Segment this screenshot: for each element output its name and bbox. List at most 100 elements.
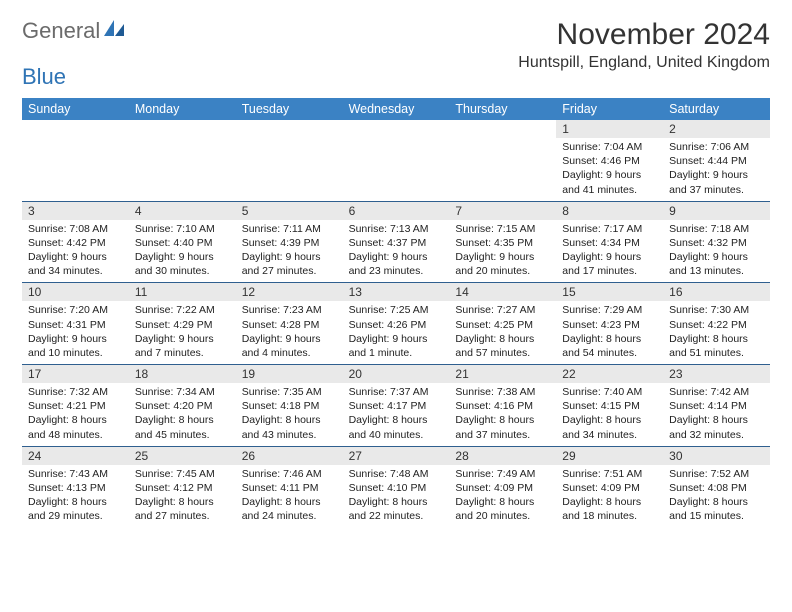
day-header: Friday: [556, 98, 663, 120]
info-sunrise: Sunrise: 7:32 AM: [28, 385, 123, 399]
calendar-cell: 7Sunrise: 7:15 AMSunset: 4:35 PMDaylight…: [449, 202, 556, 283]
day-number: 6: [343, 202, 450, 220]
info-sunrise: Sunrise: 7:40 AM: [562, 385, 657, 399]
info-sunset: Sunset: 4:40 PM: [135, 236, 230, 250]
info-sunset: Sunset: 4:23 PM: [562, 318, 657, 332]
calendar-cell: 29Sunrise: 7:51 AMSunset: 4:09 PMDayligh…: [556, 447, 663, 528]
info-daylight2: and 22 minutes.: [349, 509, 444, 523]
info-sunrise: Sunrise: 7:25 AM: [349, 303, 444, 317]
day-info: Sunrise: 7:08 AMSunset: 4:42 PMDaylight:…: [22, 220, 129, 283]
info-daylight1: Daylight: 9 hours: [455, 250, 550, 264]
info-daylight2: and 48 minutes.: [28, 428, 123, 442]
week-row: 3Sunrise: 7:08 AMSunset: 4:42 PMDaylight…: [22, 202, 770, 284]
info-sunrise: Sunrise: 7:45 AM: [135, 467, 230, 481]
info-sunrise: Sunrise: 7:43 AM: [28, 467, 123, 481]
calendar-cell: 8Sunrise: 7:17 AMSunset: 4:34 PMDaylight…: [556, 202, 663, 283]
info-daylight1: Daylight: 8 hours: [669, 413, 764, 427]
calendar-cell: 25Sunrise: 7:45 AMSunset: 4:12 PMDayligh…: [129, 447, 236, 528]
info-sunset: Sunset: 4:10 PM: [349, 481, 444, 495]
day-header: Thursday: [449, 98, 556, 120]
calendar-cell: 28Sunrise: 7:49 AMSunset: 4:09 PMDayligh…: [449, 447, 556, 528]
calendar-cell: 13Sunrise: 7:25 AMSunset: 4:26 PMDayligh…: [343, 283, 450, 364]
calendar-cell: 20Sunrise: 7:37 AMSunset: 4:17 PMDayligh…: [343, 365, 450, 446]
info-sunrise: Sunrise: 7:08 AM: [28, 222, 123, 236]
calendar-cell: 4Sunrise: 7:10 AMSunset: 4:40 PMDaylight…: [129, 202, 236, 283]
info-daylight1: Daylight: 8 hours: [669, 332, 764, 346]
info-sunset: Sunset: 4:22 PM: [669, 318, 764, 332]
info-daylight2: and 32 minutes.: [669, 428, 764, 442]
day-info: Sunrise: 7:23 AMSunset: 4:28 PMDaylight:…: [236, 301, 343, 364]
day-number: 7: [449, 202, 556, 220]
info-sunset: Sunset: 4:28 PM: [242, 318, 337, 332]
calendar-cell: 30Sunrise: 7:52 AMSunset: 4:08 PMDayligh…: [663, 447, 770, 528]
day-info: Sunrise: 7:30 AMSunset: 4:22 PMDaylight:…: [663, 301, 770, 364]
info-daylight2: and 45 minutes.: [135, 428, 230, 442]
info-daylight1: Daylight: 8 hours: [562, 495, 657, 509]
day-number: 5: [236, 202, 343, 220]
info-daylight1: Daylight: 8 hours: [562, 332, 657, 346]
calendar-cell: 22Sunrise: 7:40 AMSunset: 4:15 PMDayligh…: [556, 365, 663, 446]
day-info: Sunrise: 7:04 AMSunset: 4:46 PMDaylight:…: [556, 138, 663, 201]
calendar-cell: 10Sunrise: 7:20 AMSunset: 4:31 PMDayligh…: [22, 283, 129, 364]
info-sunset: Sunset: 4:35 PM: [455, 236, 550, 250]
calendar-cell: 3Sunrise: 7:08 AMSunset: 4:42 PMDaylight…: [22, 202, 129, 283]
day-number: 3: [22, 202, 129, 220]
calendar-cell: 15Sunrise: 7:29 AMSunset: 4:23 PMDayligh…: [556, 283, 663, 364]
info-sunrise: Sunrise: 7:35 AM: [242, 385, 337, 399]
day-info: Sunrise: 7:42 AMSunset: 4:14 PMDaylight:…: [663, 383, 770, 446]
info-sunset: Sunset: 4:29 PM: [135, 318, 230, 332]
calendar-cell: 14Sunrise: 7:27 AMSunset: 4:25 PMDayligh…: [449, 283, 556, 364]
day-number: 1: [556, 120, 663, 138]
calendar-cell: [449, 120, 556, 201]
calendar-cell: 19Sunrise: 7:35 AMSunset: 4:18 PMDayligh…: [236, 365, 343, 446]
logo-sail-icon: [104, 20, 126, 43]
day-info: Sunrise: 7:43 AMSunset: 4:13 PMDaylight:…: [22, 465, 129, 528]
info-sunset: Sunset: 4:39 PM: [242, 236, 337, 250]
week-row: 17Sunrise: 7:32 AMSunset: 4:21 PMDayligh…: [22, 365, 770, 447]
calendar-cell: 18Sunrise: 7:34 AMSunset: 4:20 PMDayligh…: [129, 365, 236, 446]
info-daylight1: Daylight: 8 hours: [135, 413, 230, 427]
day-number: 2: [663, 120, 770, 138]
info-daylight2: and 13 minutes.: [669, 264, 764, 278]
info-daylight2: and 1 minute.: [349, 346, 444, 360]
info-daylight2: and 51 minutes.: [669, 346, 764, 360]
info-daylight1: Daylight: 8 hours: [242, 495, 337, 509]
info-daylight2: and 24 minutes.: [242, 509, 337, 523]
info-sunrise: Sunrise: 7:46 AM: [242, 467, 337, 481]
calendar-page: General November 2024 Huntspill, England…: [0, 0, 792, 545]
day-info: Sunrise: 7:18 AMSunset: 4:32 PMDaylight:…: [663, 220, 770, 283]
info-daylight1: Daylight: 9 hours: [349, 250, 444, 264]
info-sunrise: Sunrise: 7:29 AM: [562, 303, 657, 317]
info-sunset: Sunset: 4:21 PM: [28, 399, 123, 413]
day-info: Sunrise: 7:32 AMSunset: 4:21 PMDaylight:…: [22, 383, 129, 446]
info-sunrise: Sunrise: 7:22 AM: [135, 303, 230, 317]
info-sunrise: Sunrise: 7:48 AM: [349, 467, 444, 481]
info-sunset: Sunset: 4:18 PM: [242, 399, 337, 413]
day-header: Saturday: [663, 98, 770, 120]
month-title: November 2024: [518, 18, 770, 52]
info-sunrise: Sunrise: 7:20 AM: [28, 303, 123, 317]
info-daylight1: Daylight: 8 hours: [562, 413, 657, 427]
info-daylight1: Daylight: 8 hours: [455, 495, 550, 509]
info-sunrise: Sunrise: 7:30 AM: [669, 303, 764, 317]
logo-text-blue: Blue: [22, 64, 66, 90]
calendar-cell: 6Sunrise: 7:13 AMSunset: 4:37 PMDaylight…: [343, 202, 450, 283]
calendar-cell: 11Sunrise: 7:22 AMSunset: 4:29 PMDayligh…: [129, 283, 236, 364]
info-daylight1: Daylight: 9 hours: [242, 332, 337, 346]
info-daylight2: and 18 minutes.: [562, 509, 657, 523]
info-daylight2: and 15 minutes.: [669, 509, 764, 523]
info-sunset: Sunset: 4:25 PM: [455, 318, 550, 332]
info-sunset: Sunset: 4:14 PM: [669, 399, 764, 413]
day-number: 25: [129, 447, 236, 465]
info-sunset: Sunset: 4:16 PM: [455, 399, 550, 413]
info-daylight1: Daylight: 8 hours: [242, 413, 337, 427]
calendar-cell: 21Sunrise: 7:38 AMSunset: 4:16 PMDayligh…: [449, 365, 556, 446]
info-daylight1: Daylight: 9 hours: [669, 250, 764, 264]
info-sunset: Sunset: 4:15 PM: [562, 399, 657, 413]
info-sunrise: Sunrise: 7:38 AM: [455, 385, 550, 399]
info-sunrise: Sunrise: 7:34 AM: [135, 385, 230, 399]
day-info: Sunrise: 7:22 AMSunset: 4:29 PMDaylight:…: [129, 301, 236, 364]
day-number: 30: [663, 447, 770, 465]
info-daylight1: Daylight: 8 hours: [28, 413, 123, 427]
info-sunset: Sunset: 4:44 PM: [669, 154, 764, 168]
